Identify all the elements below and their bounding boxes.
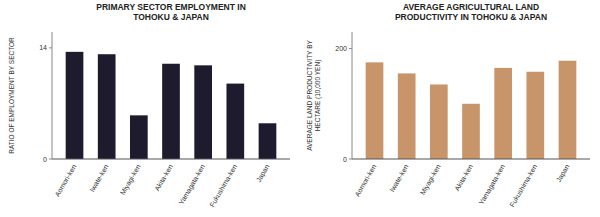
x-tick-label: Akita-ken xyxy=(153,163,174,192)
chart-title: PRIMARY SECTOR EMPLOYMENT INTOHOKU & JAP… xyxy=(96,2,246,22)
y-axis-line xyxy=(52,32,53,159)
y-tick-label: 200 xyxy=(335,45,347,52)
x-tick-label: Japan xyxy=(255,163,272,184)
bar xyxy=(194,65,212,159)
bar xyxy=(462,104,480,159)
x-tick-label: Fukushima-ken xyxy=(208,163,238,208)
bar xyxy=(259,123,277,159)
bar xyxy=(162,64,180,159)
y-axis-label: HECTARE (10,000 YEN) xyxy=(314,60,322,132)
bar xyxy=(494,68,512,159)
bar xyxy=(226,84,244,159)
x-tick-label: Iwate-ken xyxy=(88,163,109,193)
chart-panel: AVERAGE AGRICULTURAL LANDPRODUCTIVITY IN… xyxy=(306,2,590,208)
y-tick-label: 0 xyxy=(43,156,47,163)
x-tick-label: Miyagi-ken xyxy=(119,163,143,196)
bar xyxy=(430,84,448,159)
chart-figure: PRIMARY SECTOR EMPLOYMENT INTOHOKU & JAP… xyxy=(0,0,600,217)
bar xyxy=(66,52,84,159)
y-tick xyxy=(49,47,52,48)
bar xyxy=(559,61,577,159)
y-tick-label: 0 xyxy=(343,156,347,163)
x-tick-label: Miyagi-ken xyxy=(419,163,443,196)
x-tick-label: Akita-ken xyxy=(453,163,474,192)
bar xyxy=(130,115,148,159)
y-axis-label: AVERAGE LAND PRODUCTIVITY BY xyxy=(306,40,313,151)
bars xyxy=(366,61,577,159)
bar xyxy=(366,62,384,159)
x-tick-label: Japan xyxy=(555,163,572,184)
y-axis-line xyxy=(352,32,353,159)
x-tick-label: Iwate-ken xyxy=(388,163,409,193)
y-tick xyxy=(349,48,352,49)
x-axis-line xyxy=(352,159,590,160)
bar xyxy=(98,54,116,159)
y-tick xyxy=(49,159,52,160)
x-tick-label: Aomori-ken xyxy=(354,163,378,198)
x-tick-label: Yamagata-ken xyxy=(178,163,207,206)
x-tick-label: Fukushima-ken xyxy=(508,163,538,208)
bar xyxy=(526,72,544,159)
chart-title: AVERAGE AGRICULTURAL LANDPRODUCTIVITY IN… xyxy=(395,2,547,22)
x-tick-label: Aomori-ken xyxy=(54,163,78,198)
y-tick xyxy=(349,159,352,160)
x-tick-label: Yamagata-ken xyxy=(478,163,507,206)
x-axis-line xyxy=(52,159,290,160)
chart-panel: PRIMARY SECTOR EMPLOYMENT INTOHOKU & JAP… xyxy=(8,2,290,208)
bars xyxy=(66,52,277,159)
bar xyxy=(398,73,416,159)
y-axis-label: RATIO OF EMPLOYMENT BY SECTOR xyxy=(8,37,15,154)
y-tick-label: 14 xyxy=(39,44,47,51)
